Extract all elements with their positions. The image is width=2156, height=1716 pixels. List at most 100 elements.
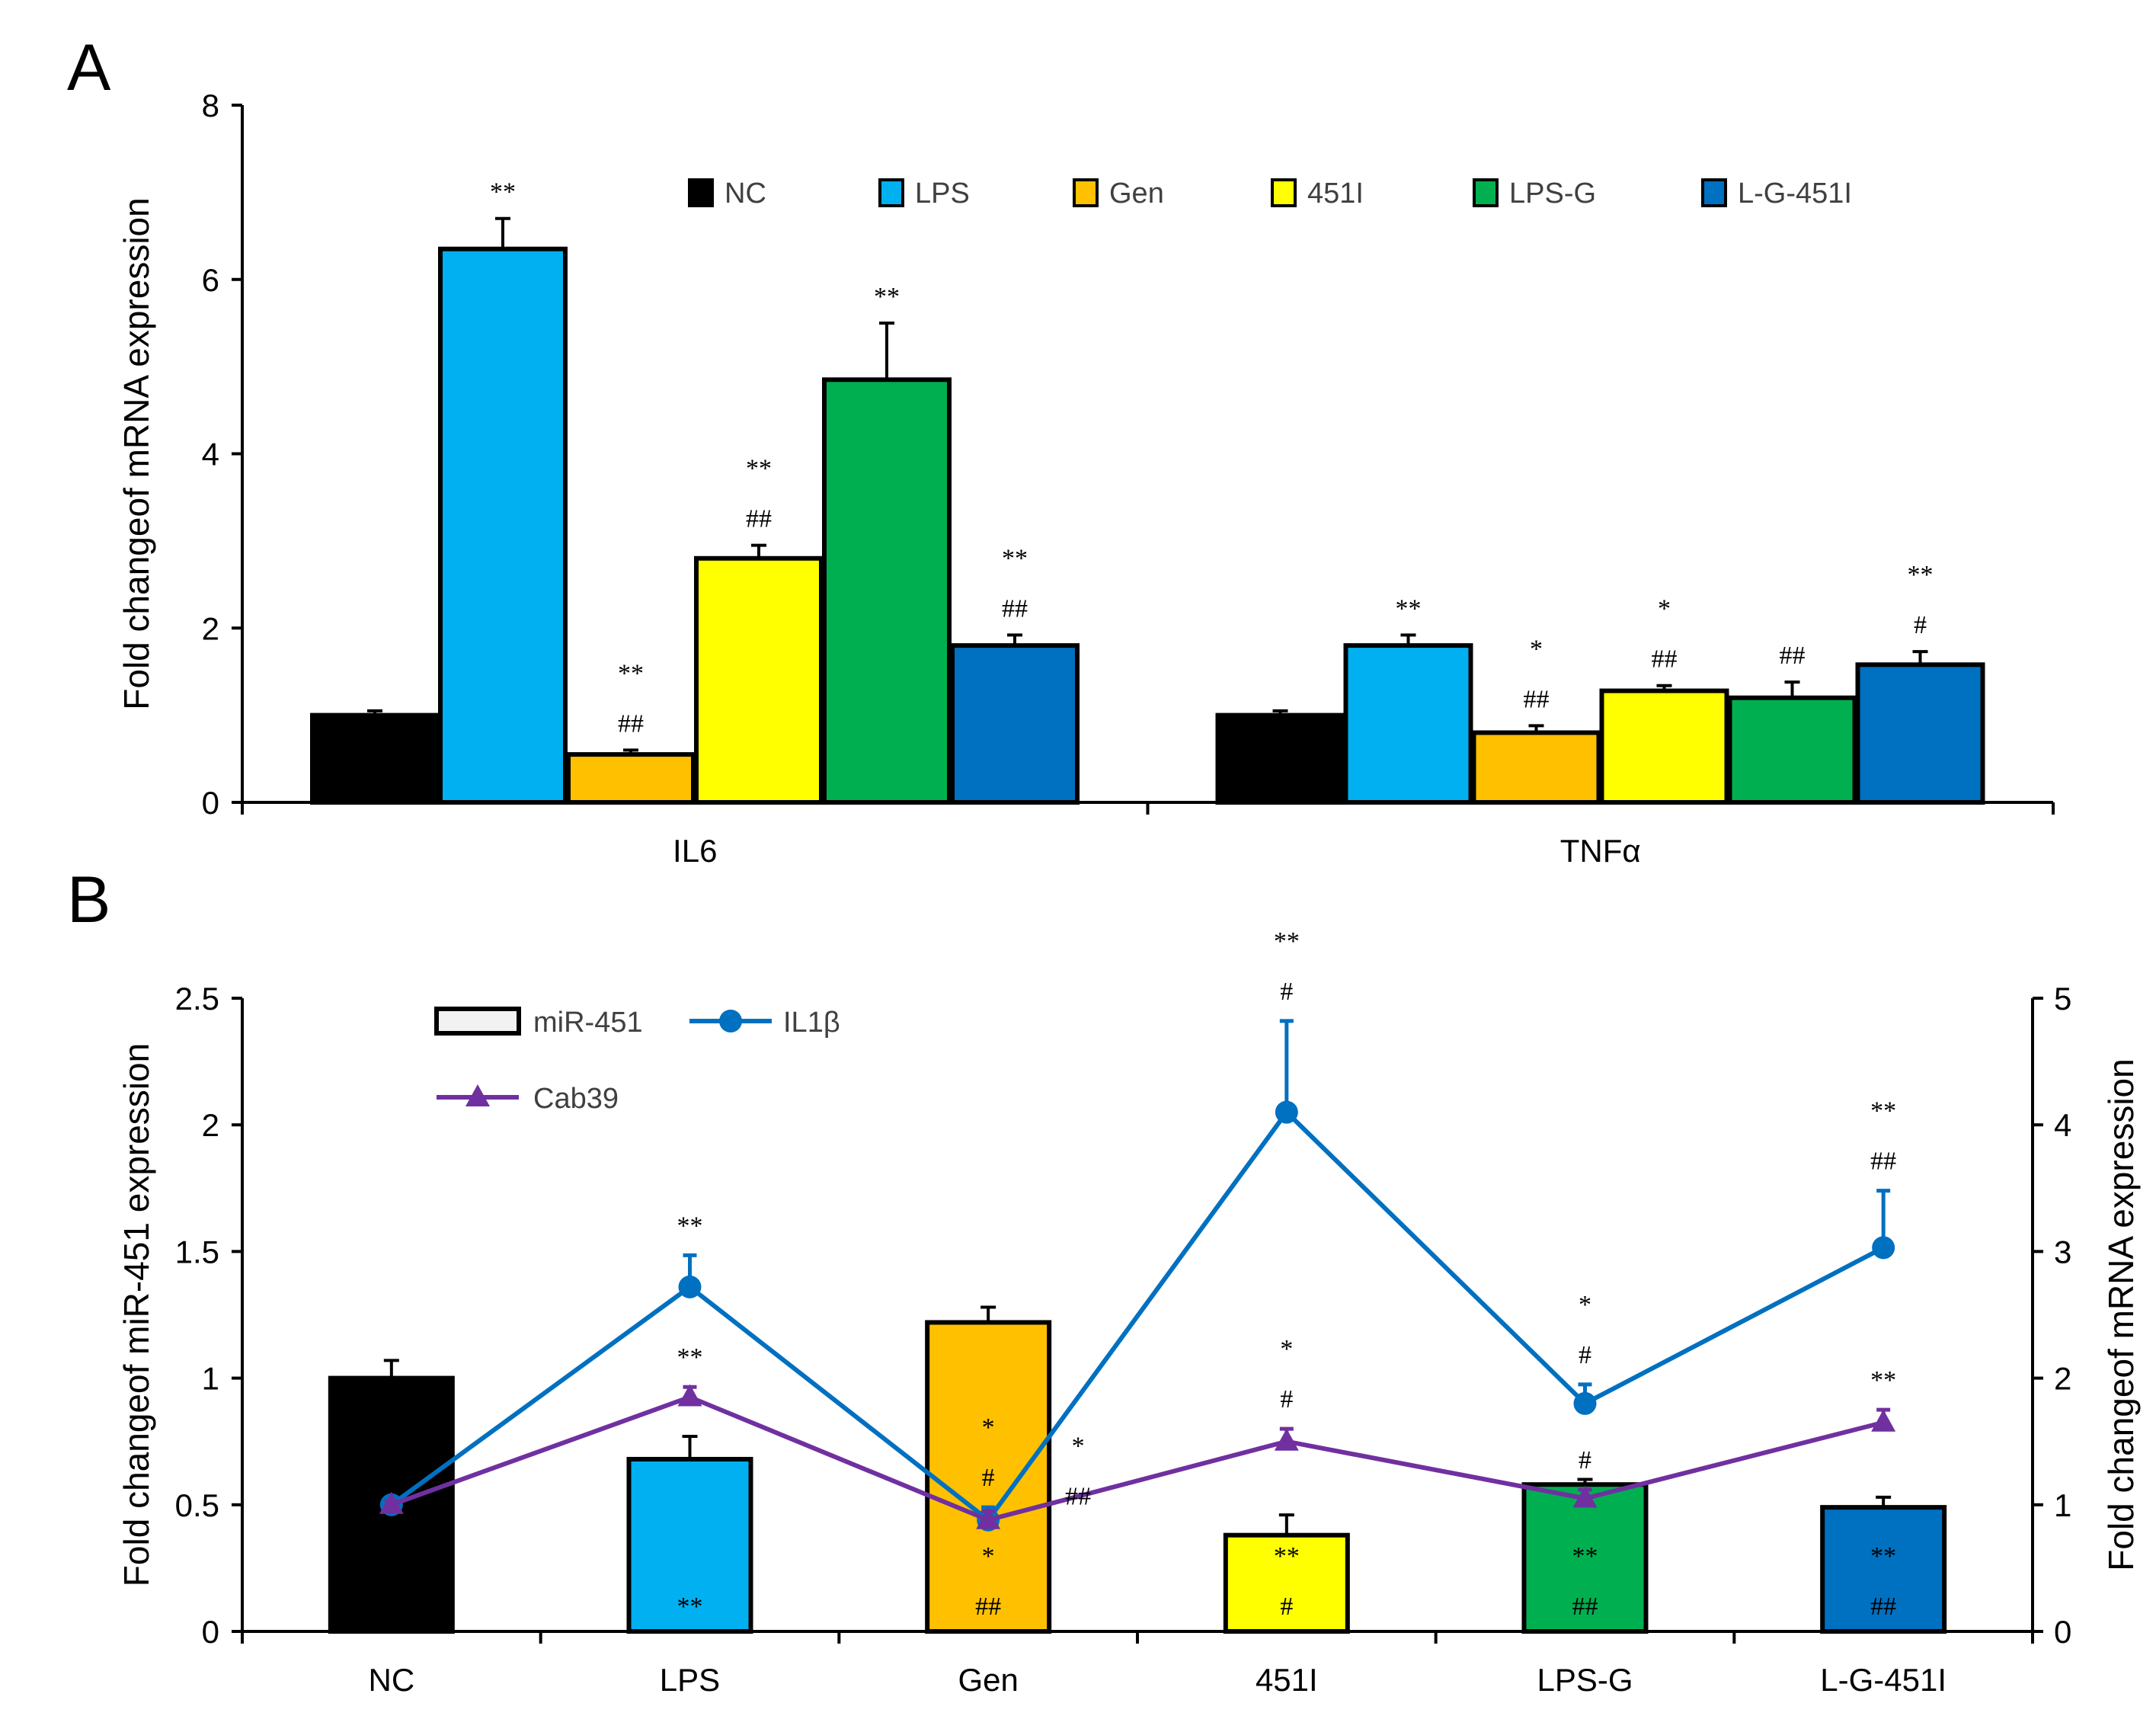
legend-swatch-l-g-451i <box>1701 178 1727 207</box>
y-tick-label-left: 2 <box>202 1107 219 1143</box>
y-tick-label-right: 4 <box>2054 1107 2071 1143</box>
significance-label: ** <box>1908 561 1934 589</box>
marker-cab39-l-g-451i <box>1871 1409 1896 1432</box>
legend-marker-il1b <box>719 1010 742 1032</box>
x-category-label-gen: Gen <box>958 1662 1018 1698</box>
marker-cab39-451i <box>1274 1428 1299 1451</box>
bar-451i-il6 <box>694 555 824 805</box>
significance-label: ** <box>1002 544 1028 572</box>
significance-label: ## <box>1780 642 1806 670</box>
bar-mir-451-lps <box>626 1456 753 1634</box>
legend-label-gen: Gen <box>1109 178 1164 210</box>
bar-nc-tnf <box>1215 712 1345 805</box>
y-axis-title-right: Fold changeof mRNA expression <box>2101 1058 2141 1570</box>
legend-swatch-mir-451 <box>434 1007 521 1036</box>
line-cab39 <box>390 1394 1884 1522</box>
x-category-label-il6: IL6 <box>673 833 717 869</box>
significance-label: # <box>1579 1446 1591 1474</box>
bar-lps-tnf <box>1343 643 1473 805</box>
significance-label: ** <box>1274 927 1300 956</box>
significance-label: * <box>1280 1335 1293 1363</box>
marker-cab39-lps-g <box>1572 1485 1598 1508</box>
y-tick-label-left: 1.5 <box>175 1234 219 1269</box>
legend-marker-cab39 <box>465 1084 490 1106</box>
bar-nc-il6 <box>310 712 440 805</box>
panel-a-label: A <box>67 31 111 104</box>
y-tick-label-left: 0 <box>202 1614 219 1650</box>
legend-label-lps-g: LPS-G <box>1509 178 1596 210</box>
marker-il1-451i <box>1275 1100 1298 1124</box>
significance-label: ## <box>1524 685 1550 713</box>
legend-swatch-nc <box>688 178 714 207</box>
bar-mir-451-451i <box>1223 1532 1350 1634</box>
bar-gen-il6 <box>566 752 696 805</box>
significance-label: * <box>1579 1291 1591 1319</box>
significance-label: ## <box>1870 1148 1896 1176</box>
legend-label-cab39: Cab39 <box>533 1083 619 1115</box>
significance-label: ** <box>1396 594 1422 623</box>
y-tick-label: 0 <box>202 785 219 821</box>
marker-il1-lps-g <box>1573 1391 1597 1415</box>
panel-b-label: B <box>67 863 110 936</box>
y-axis-title: Fold changeof mRNA expression <box>117 197 156 709</box>
legend-label-lps: LPS <box>915 178 970 210</box>
marker-cab39-lps <box>677 1384 702 1407</box>
bar-lps-il6 <box>438 246 568 805</box>
y-tick-label: 4 <box>202 437 219 472</box>
legend-swatch-451i <box>1271 178 1297 207</box>
bar-mir-451-lps-g <box>1521 1482 1649 1634</box>
x-category-label-lps: LPS <box>660 1662 720 1698</box>
y-tick-label-right: 0 <box>2054 1614 2071 1650</box>
significance-label: # <box>1280 1593 1293 1621</box>
marker-il1-lps <box>678 1275 702 1298</box>
bar-l-g-451i-tnf <box>1855 662 1985 805</box>
marker-cab39-nc <box>379 1491 404 1514</box>
significance-label: # <box>1280 978 1293 1006</box>
significance-label: ## <box>1652 645 1678 674</box>
significance-label: ** <box>618 659 644 687</box>
x-category-label-tnf: TNFα <box>1560 833 1641 869</box>
marker-il1-l-g-451i <box>1872 1236 1895 1260</box>
significance-label: * <box>1072 1433 1085 1461</box>
x-category-label-451i: 451I <box>1256 1662 1318 1698</box>
significance-label: ## <box>1065 1483 1091 1511</box>
significance-label: # <box>1579 1341 1591 1369</box>
bar-mir-451-l-g-451i <box>1820 1505 1947 1634</box>
significance-label: ## <box>1002 594 1028 623</box>
significance-label: ** <box>677 1343 703 1372</box>
bar-l-g-451i-il6 <box>950 643 1080 805</box>
significance-label: # <box>982 1464 995 1492</box>
bar-lps-g-il6 <box>822 377 952 805</box>
legend-label-nc: NC <box>725 178 766 210</box>
significance-label: # <box>1280 1385 1293 1413</box>
significance-label: ** <box>1870 1097 1896 1125</box>
bar-451i-tnf <box>1599 688 1729 805</box>
significance-label: ** <box>677 1212 703 1240</box>
y-tick-label: 2 <box>202 610 219 646</box>
significance-label: ** <box>1572 1542 1598 1570</box>
bar-mir-451-gen <box>925 1320 1052 1634</box>
significance-label: ** <box>1870 1542 1896 1570</box>
significance-label: * <box>982 1413 995 1442</box>
legend-swatch-gen <box>1073 178 1099 207</box>
legend-label-mir-451: miR-451 <box>533 1007 643 1039</box>
bar-lps-g-tnf <box>1727 695 1857 805</box>
significance-label: ** <box>1274 1542 1300 1570</box>
y-tick-label-right: 2 <box>2054 1361 2071 1397</box>
x-category-label-l-g-451i: L-G-451I <box>1820 1662 1946 1698</box>
significance-label: ** <box>746 455 772 483</box>
significance-label: ## <box>1572 1593 1598 1621</box>
legend-label-l-g-451i: L-G-451I <box>1738 178 1852 210</box>
bar-gen-tnf <box>1471 730 1601 805</box>
significance-label: ## <box>618 709 644 738</box>
y-tick-label-left: 1 <box>202 1361 219 1397</box>
line-il1 <box>390 1109 1885 1524</box>
significance-label: ** <box>490 178 516 206</box>
y-tick-label-left: 2.5 <box>175 981 219 1016</box>
y-tick-label-left: 0.5 <box>175 1487 219 1523</box>
legend-swatch-lps <box>878 178 904 207</box>
y-tick-label: 6 <box>202 262 219 298</box>
significance-label: ** <box>1870 1366 1896 1394</box>
x-category-label-lps-g: LPS-G <box>1537 1662 1633 1698</box>
